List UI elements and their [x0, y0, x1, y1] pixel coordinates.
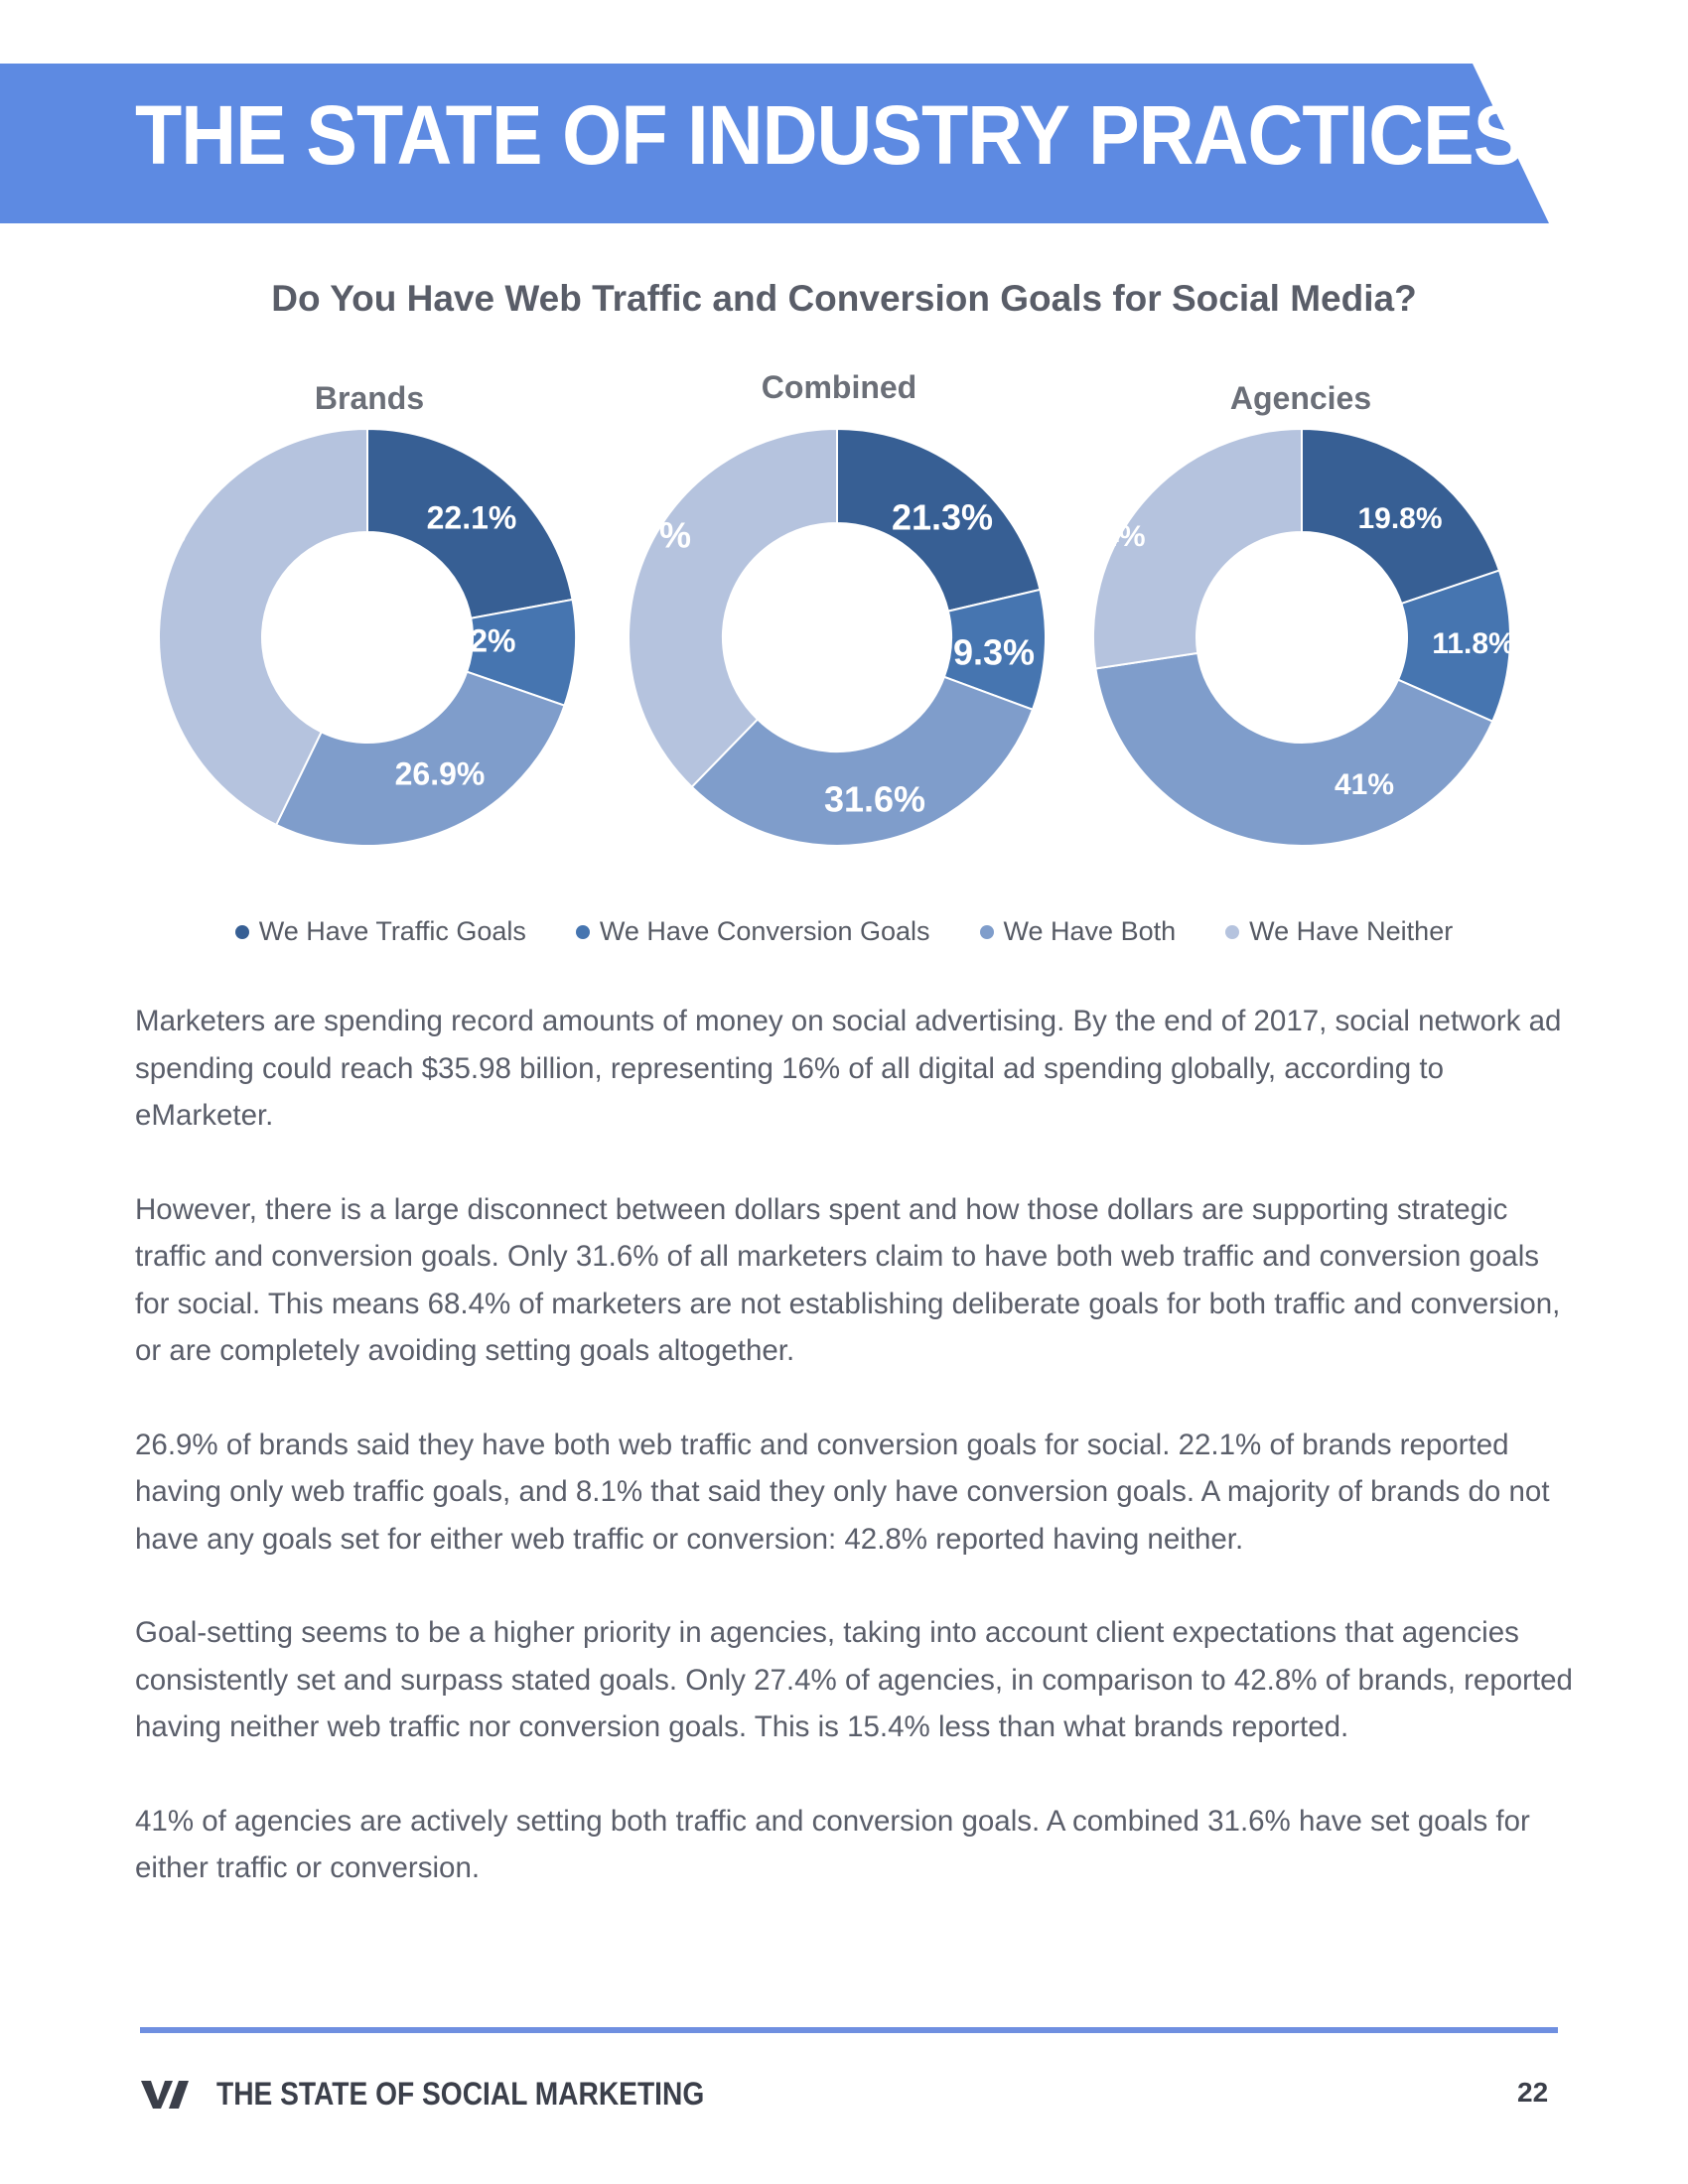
page-title: THE STATE OF INDUSTRY PRACTICES [135, 88, 1524, 182]
slice-label-brands-3: 42.8% [96, 513, 187, 549]
legend-item-neither: We Have Neither [1225, 916, 1453, 947]
paragraph: 41% of agencies are actively setting bot… [135, 1804, 1530, 1885]
chart-title: Do You Have Web Traffic and Conversion G… [271, 278, 1417, 319]
paragraph: Marketers are spending record amounts of… [135, 1005, 1562, 1132]
header-banner [0, 64, 1549, 223]
legend-item-both: We Have Both [979, 916, 1177, 947]
slice-label-brands-0: 22.1% [427, 499, 517, 535]
donut-title-agencies: Agencies [1229, 380, 1372, 416]
footer-rule [140, 2027, 1558, 2033]
donut-slice-brands-3 [158, 427, 368, 827]
legend-label: We Have Neither [1249, 916, 1454, 946]
donut-slice-agencies-3 [1092, 427, 1303, 670]
donut-charts: 22.1% 8.2% 26.9% 42.8% 21.3% 9.3% 31.6% 37.7% 19… [96, 427, 1515, 847]
legend-label: We Have Conversion Goals [599, 916, 930, 946]
slice-label-combined-0: 21.3% [892, 497, 993, 538]
paragraph: Goal-setting seems to be a higher priori… [135, 1616, 1573, 1743]
donut-slice-agencies-0 [1301, 427, 1501, 606]
slice-label-brands-2: 26.9% [395, 755, 486, 791]
legend-label: We Have Both [1003, 916, 1177, 946]
donut-title-combined: Combined [761, 369, 917, 405]
donut-slice-agencies-2 [1094, 651, 1494, 847]
legend-item-traffic: We Have Traffic Goals [234, 916, 526, 947]
page-number: 22 [1517, 2077, 1549, 2108]
legend-dot-icon [979, 924, 994, 939]
slice-label-combined-2: 31.6% [824, 779, 925, 820]
slice-label-agencies-1: 11.8% [1432, 627, 1514, 660]
chart-legend: We Have Traffic Goals We Have Conversion… [0, 916, 1688, 947]
legend-dot-icon [575, 924, 590, 939]
slice-label-brands-1: 8.2% [444, 622, 516, 658]
paragraph: 26.9% of brands said they have both web … [135, 1428, 1550, 1556]
slice-label-combined-1: 9.3% [953, 632, 1035, 673]
legend-item-conversion: We Have Conversion Goals [575, 916, 930, 947]
slice-label-agencies-0: 19.8% [1357, 502, 1442, 535]
slice-label-agencies-2: 41% [1335, 768, 1394, 801]
slice-label-agencies-3: 27.4% [1060, 520, 1145, 553]
slice-label-combined-3: 37.7% [590, 515, 691, 556]
footer-title: THE STATE OF SOCIAL MARKETING [216, 2076, 705, 2112]
donut-slice-brands-0 [366, 427, 574, 619]
donut-slice-brands-2 [274, 670, 566, 847]
sprout-social-logo-icon [141, 2081, 189, 2109]
legend-dot-icon [234, 924, 249, 939]
paragraph: However, there is a large disconnect bet… [135, 1192, 1561, 1368]
donut-slice-combined-3 [628, 427, 838, 789]
legend-label: We Have Traffic Goals [258, 916, 526, 946]
body-text: Marketers are spending record amounts of… [135, 998, 1575, 1939]
donut-slice-combined-2 [690, 675, 1035, 847]
donut-title-brands: Brands [314, 380, 425, 416]
donut-slice-combined-0 [836, 427, 1042, 613]
legend-dot-icon [1225, 924, 1240, 939]
